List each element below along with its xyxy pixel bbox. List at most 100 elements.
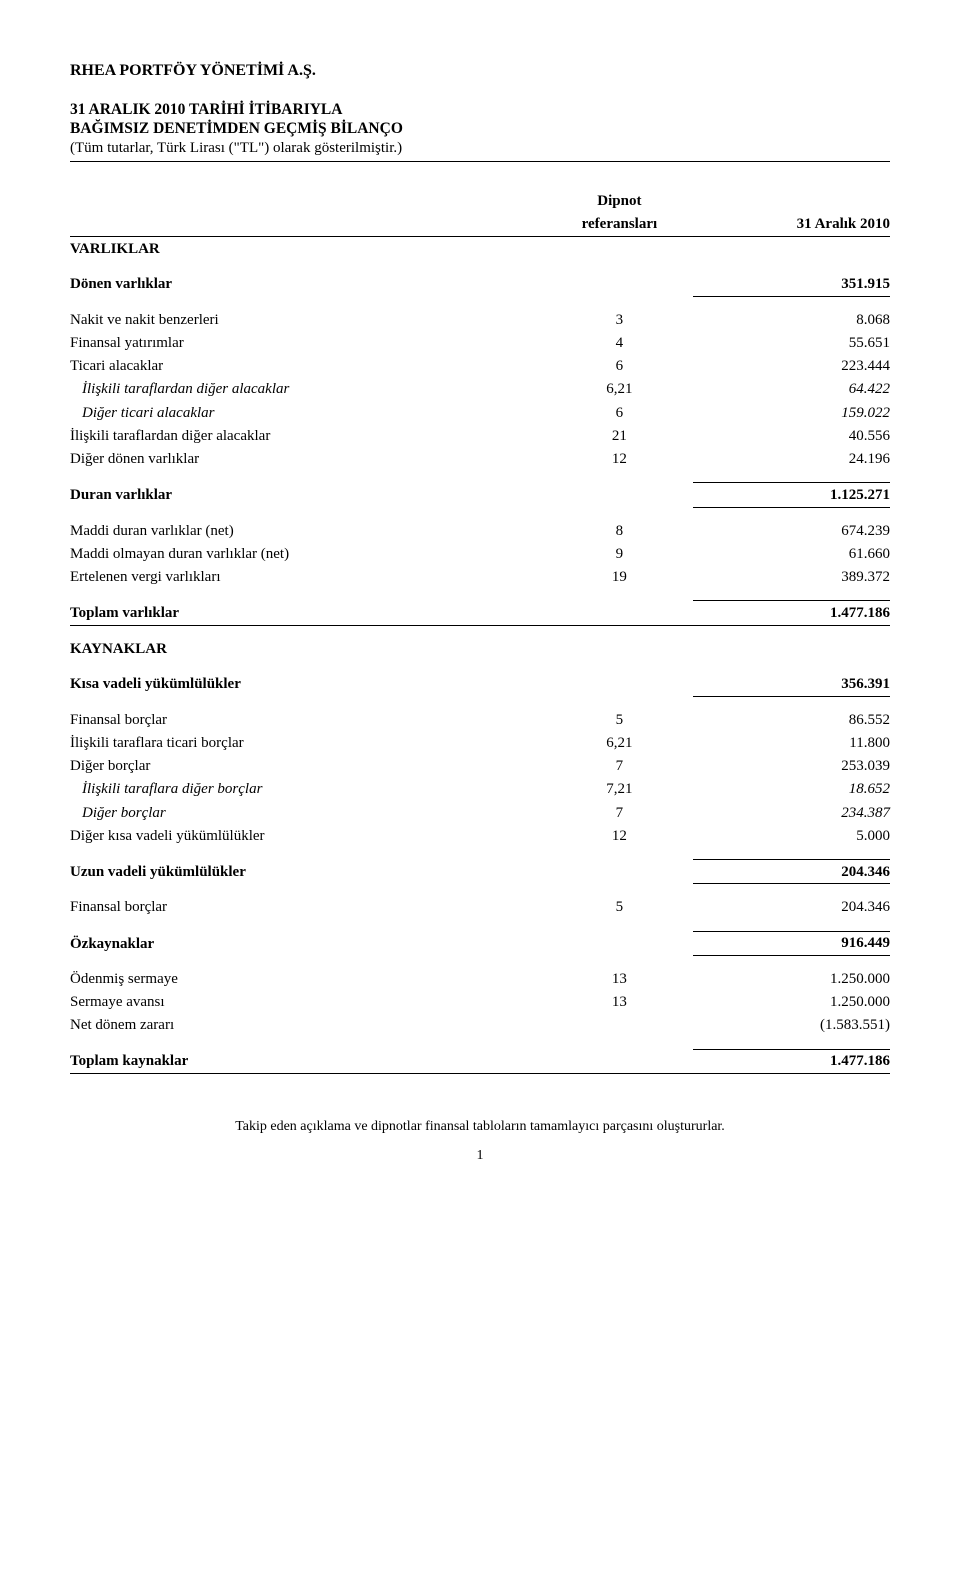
row-label: İlişkili taraflardan diğer alacaklar (70, 424, 546, 447)
row-ref: 6 (546, 401, 694, 424)
row-toplam-kaynaklar: Toplam kaynaklar 1.477.186 (70, 1049, 890, 1073)
row-label: Ticari alacaklar (70, 355, 546, 378)
table-row: Diğer borçlar7253.039 (70, 755, 890, 778)
page-number: 1 (70, 1147, 890, 1166)
header-val: 31 Aralık 2010 (693, 213, 890, 237)
row-ref: 5 (546, 708, 694, 731)
row-label: Maddi duran varlıklar (net) (70, 519, 546, 542)
row-label: Finansal borçlar (70, 896, 546, 919)
row-ref: 6 (546, 355, 694, 378)
row-value: 18.652 (693, 778, 890, 801)
val-uzun-vadeli: 204.346 (693, 860, 890, 884)
section-varliklar: VARLIKLAR (70, 237, 546, 261)
row-value: 11.800 (693, 731, 890, 754)
table-row: Maddi olmayan duran varlıklar (net)961.6… (70, 542, 890, 565)
row-ref: 13 (546, 967, 694, 990)
row-label: Diğer kısa vadeli yükümlülükler (70, 824, 546, 847)
val-ozkaynaklar: 916.449 (693, 931, 890, 955)
row-value: 55.651 (693, 331, 890, 354)
table-row: İlişkili taraflardan diğer alacaklar2140… (70, 424, 890, 447)
row-ref: 9 (546, 542, 694, 565)
row-value: 234.387 (693, 801, 890, 824)
header-ref-line2: referansları (546, 213, 694, 237)
row-value: 204.346 (693, 896, 890, 919)
row-ref: 5 (546, 896, 694, 919)
row-duran-varliklar: Duran varlıklar 1.125.271 (70, 483, 890, 507)
row-label: Finansal borçlar (70, 708, 546, 731)
row-value: 1.250.000 (693, 967, 890, 990)
row-label: Sermaye avansı (70, 991, 546, 1014)
row-ref: 7,21 (546, 778, 694, 801)
row-ref: 19 (546, 566, 694, 589)
row-value: 61.660 (693, 542, 890, 565)
label-kisa-vadeli: Kısa vadeli yükümlülükler (70, 672, 546, 696)
row-ref: 4 (546, 331, 694, 354)
row-value: 253.039 (693, 755, 890, 778)
table-row: Maddi duran varlıklar (net)8674.239 (70, 519, 890, 542)
row-value: 8.068 (693, 308, 890, 331)
row-label: Finansal yatırımlar (70, 331, 546, 354)
row-donen-varliklar: Dönen varlıklar 351.915 (70, 272, 890, 296)
label-toplam-kaynaklar: Toplam kaynaklar (70, 1049, 546, 1073)
row-ref: 7 (546, 755, 694, 778)
row-value: 674.239 (693, 519, 890, 542)
footer-note: Takip eden açıklama ve dipnotlar finansa… (70, 1118, 890, 1137)
table-row: Finansal borçlar5204.346 (70, 896, 890, 919)
row-value: 1.250.000 (693, 991, 890, 1014)
company-name: RHEA PORTFÖY YÖNETİMİ A.Ş. (70, 60, 890, 82)
table-row: Sermaye avansı131.250.000 (70, 991, 890, 1014)
row-label: Diğer ticari alacaklar (70, 401, 546, 424)
row-kisa-vadeli: Kısa vadeli yükümlülükler 356.391 (70, 672, 890, 696)
table-header-row-2: referansları 31 Aralık 2010 (70, 213, 890, 237)
table-row: Diğer dönen varlıklar1224.196 (70, 448, 890, 471)
report-title-line2: BAĞIMSIZ DENETİMDEN GEÇMİŞ BİLANÇO (70, 119, 890, 138)
table-row: İlişkili taraflardan diğer alacaklar6,21… (70, 378, 890, 401)
table-row: Ödenmiş sermaye131.250.000 (70, 967, 890, 990)
label-ozkaynaklar: Özkaynaklar (70, 931, 546, 955)
row-ref: 3 (546, 308, 694, 331)
val-donen-varliklar: 351.915 (693, 272, 890, 296)
row-label: Net dönem zararı (70, 1014, 546, 1037)
row-label: Diğer borçlar (70, 755, 546, 778)
row-ref: 7 (546, 801, 694, 824)
table-row: İlişkili taraflara ticari borçlar6,2111.… (70, 731, 890, 754)
row-ref: 12 (546, 824, 694, 847)
row-ozkaynaklar: Özkaynaklar 916.449 (70, 931, 890, 955)
row-value: (1.583.551) (693, 1014, 890, 1037)
header-ref-line1: Dipnot (546, 190, 694, 213)
val-duran-varliklar: 1.125.271 (693, 483, 890, 507)
row-value: 64.422 (693, 378, 890, 401)
label-uzun-vadeli: Uzun vadeli yükümlülükler (70, 860, 546, 884)
row-ref: 6,21 (546, 731, 694, 754)
label-toplam-varliklar: Toplam varlıklar (70, 601, 546, 625)
row-value: 389.372 (693, 566, 890, 589)
row-uzun-vadeli: Uzun vadeli yükümlülükler 204.346 (70, 860, 890, 884)
table-row: İlişkili taraflara diğer borçlar7,2118.6… (70, 778, 890, 801)
table-row: Finansal yatırımlar455.651 (70, 331, 890, 354)
row-ref: 12 (546, 448, 694, 471)
row-value: 86.552 (693, 708, 890, 731)
row-label: İlişkili taraflardan diğer alacaklar (70, 378, 546, 401)
row-ref: 13 (546, 991, 694, 1014)
row-ref: 6,21 (546, 378, 694, 401)
table-row: Diğer kısa vadeli yükümlülükler125.000 (70, 824, 890, 847)
report-title-block: 31 ARALIK 2010 TARİHİ İTİBARIYLA BAĞIMSI… (70, 100, 890, 159)
title-rule (70, 161, 890, 162)
row-label: Diğer borçlar (70, 801, 546, 824)
table-row: Net dönem zararı (1.583.551) (70, 1014, 890, 1037)
row-label: Nakit ve nakit benzerleri (70, 308, 546, 331)
label-duran-varliklar: Duran varlıklar (70, 483, 546, 507)
row-label: Diğer dönen varlıklar (70, 448, 546, 471)
table-row: Diğer ticari alacaklar6159.022 (70, 401, 890, 424)
table-row: Ticari alacaklar6223.444 (70, 355, 890, 378)
table-row: Finansal borçlar586.552 (70, 708, 890, 731)
balance-sheet-table: Dipnot referansları 31 Aralık 2010 VARLI… (70, 190, 890, 1074)
table-row: Ertelenen vergi varlıkları19389.372 (70, 566, 890, 589)
row-toplam-varliklar: Toplam varlıklar 1.477.186 (70, 601, 890, 625)
val-toplam-kaynaklar: 1.477.186 (693, 1049, 890, 1073)
report-title-line1: 31 ARALIK 2010 TARİHİ İTİBARIYLA (70, 100, 890, 119)
row-value: 159.022 (693, 401, 890, 424)
row-label: Maddi olmayan duran varlıklar (net) (70, 542, 546, 565)
label-donen-varliklar: Dönen varlıklar (70, 272, 546, 296)
report-subtitle: (Tüm tutarlar, Türk Lirası ("TL") olarak… (70, 138, 890, 158)
